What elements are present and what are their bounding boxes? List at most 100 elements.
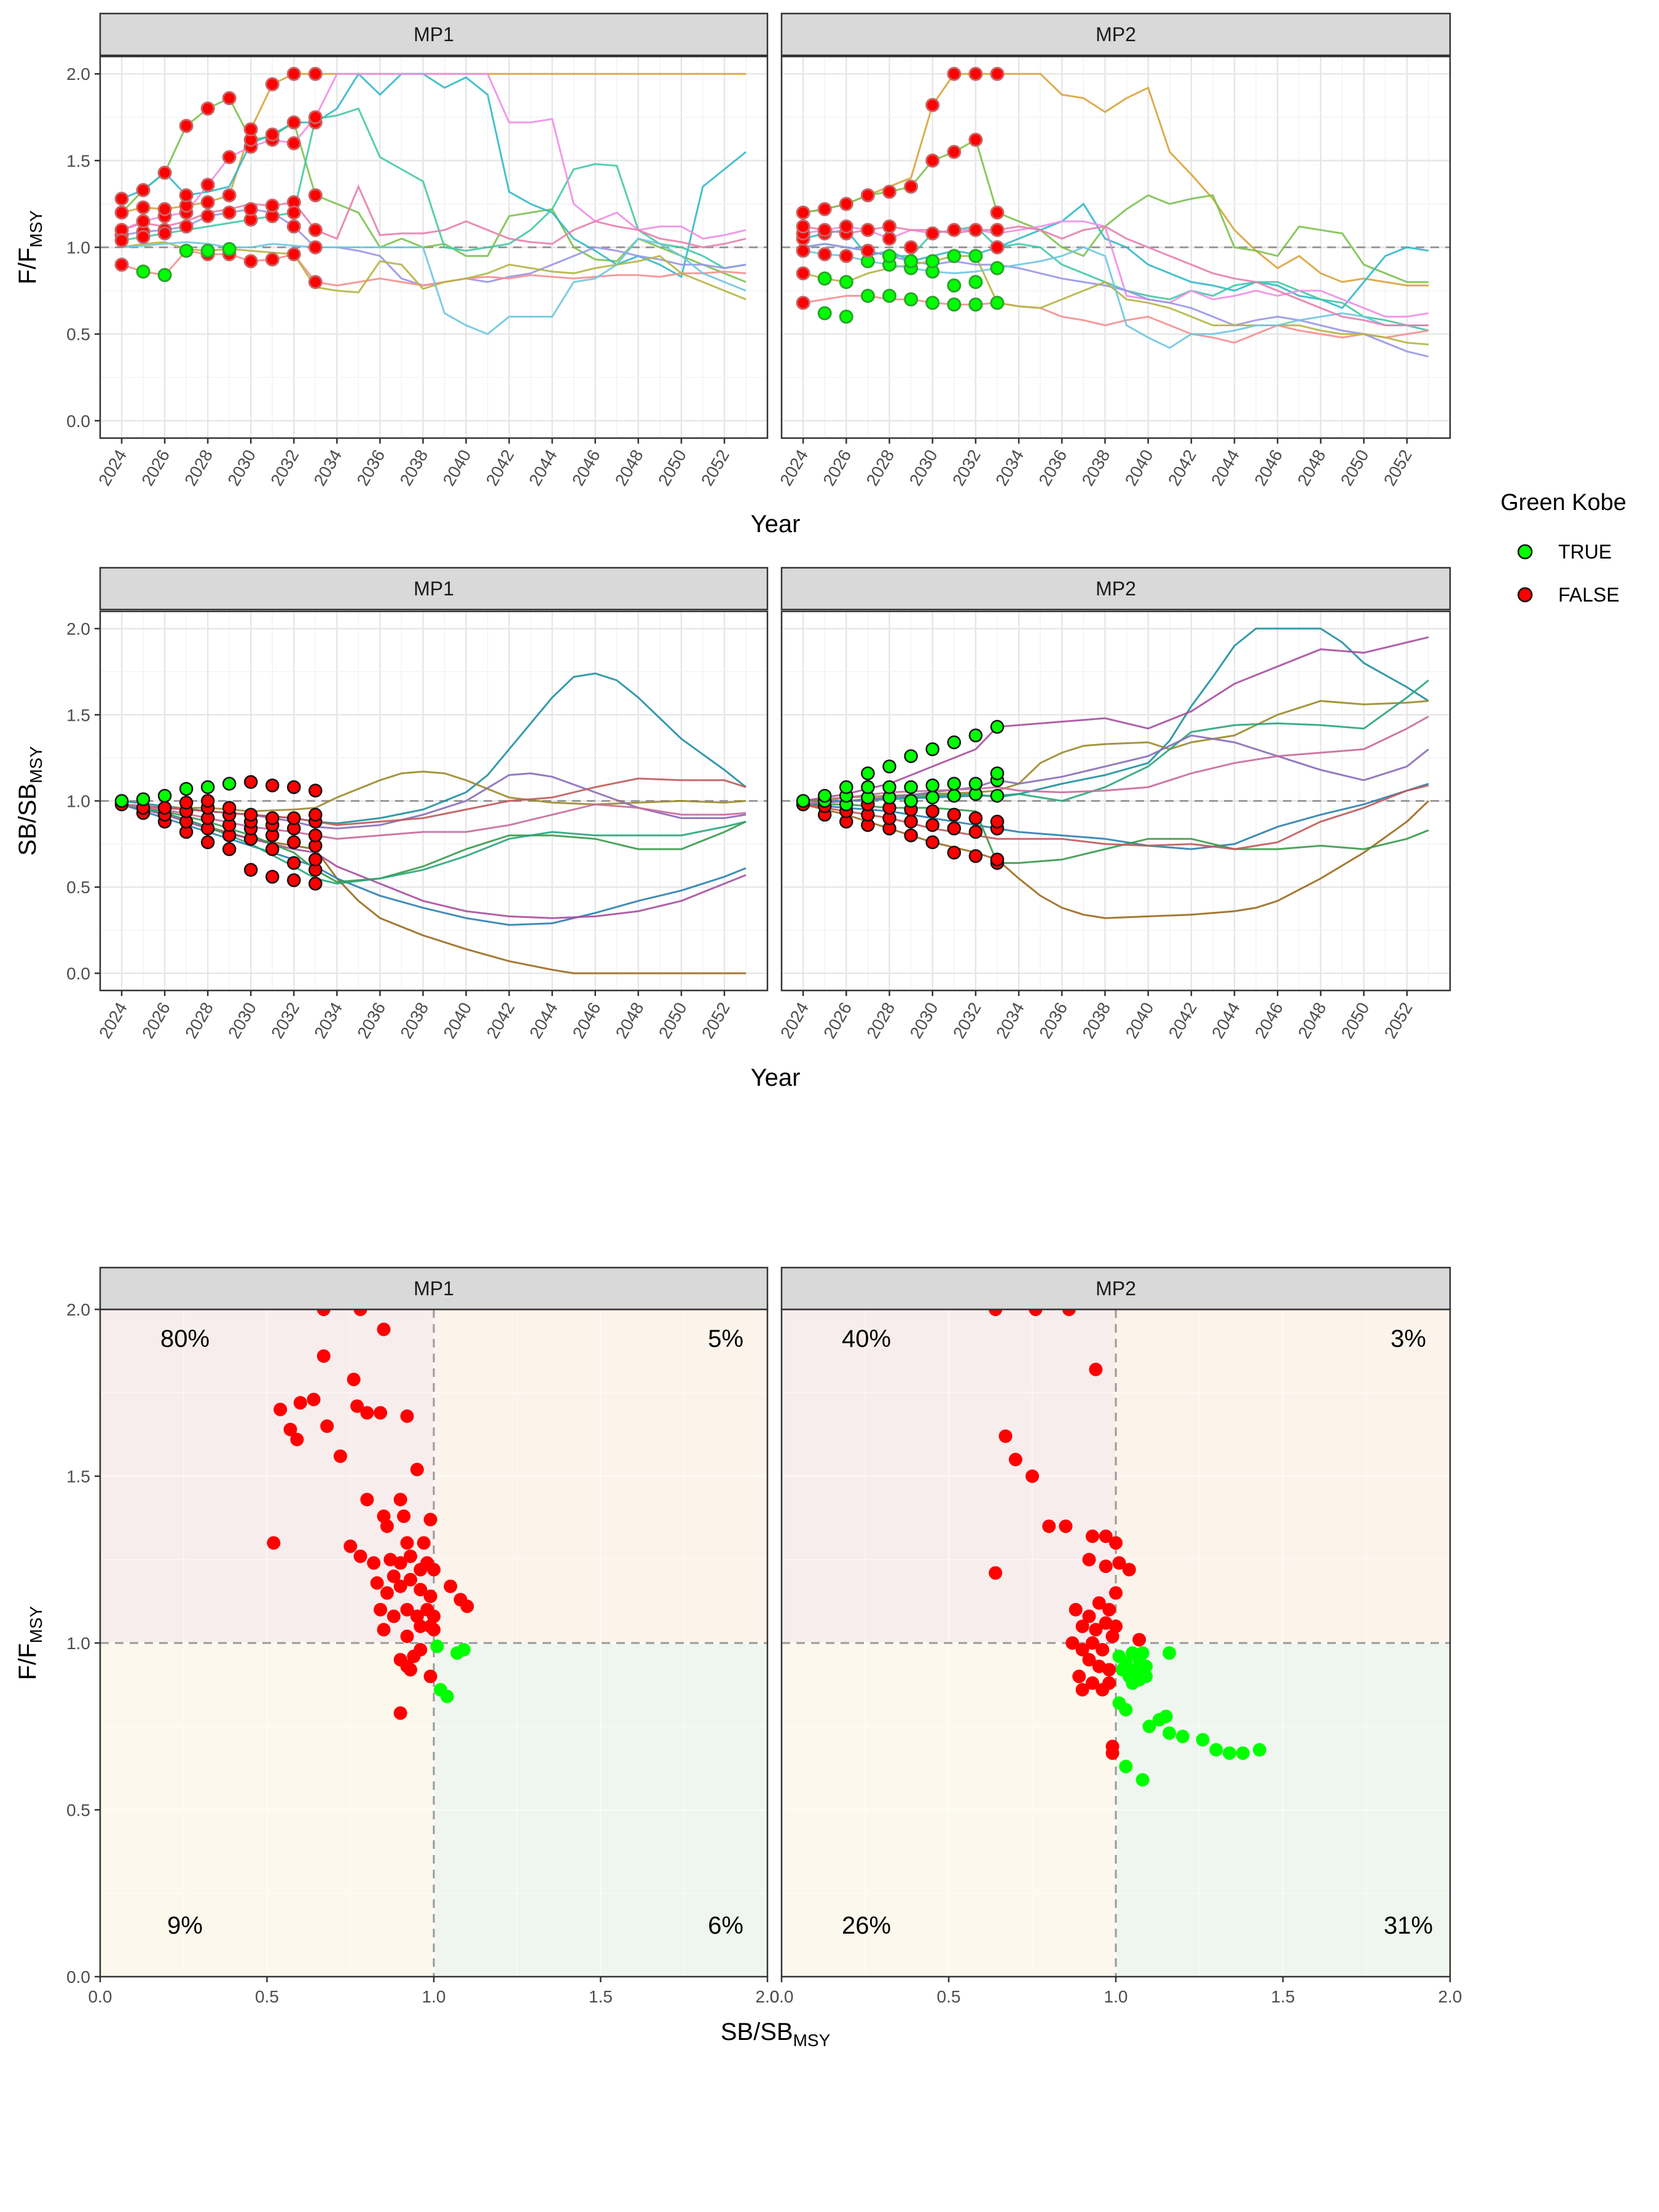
kobe-point-red (360, 1406, 374, 1420)
legend-key-false (1517, 587, 1533, 603)
point-green-kobe (947, 735, 962, 750)
point-not-green (308, 852, 323, 867)
point-green-kobe (968, 297, 983, 312)
ts1-facet-mp2-strip-label: MP2 (1096, 578, 1136, 600)
x-tick-label: 2044 (526, 999, 562, 1041)
point-not-green (968, 811, 983, 825)
x-tick-label: 2038 (396, 446, 432, 488)
kobe-point-red (1082, 1653, 1096, 1667)
kobe-point-red (1122, 1563, 1136, 1577)
ts1-facet-mp2-strip: MP2 (780, 567, 1451, 611)
x-tick-label: 2.0 (1438, 1987, 1462, 2006)
kobe-point-red (1102, 1676, 1116, 1690)
point-not-green (968, 222, 983, 237)
x-tick-label: 2046 (1251, 999, 1287, 1041)
point-not-green (308, 275, 323, 289)
point-not-green (904, 814, 918, 829)
quadrant-label-top-right: 5% (708, 1325, 743, 1352)
kobe-point-red (347, 1373, 361, 1387)
kobe-point-red (1102, 1602, 1116, 1617)
kobe-point-green (1175, 1730, 1190, 1744)
x-tick-label: 2052 (697, 446, 733, 488)
point-not-green (990, 222, 1005, 237)
point-not-green (947, 822, 962, 836)
point-not-green (796, 243, 810, 258)
x-tick-label: 1.0 (1104, 1987, 1128, 2006)
kobe-point-red (397, 1509, 411, 1523)
kobe-y-axis-title: F/FMSY (14, 1606, 45, 1680)
point-green-kobe (990, 788, 1005, 803)
point-not-green (265, 869, 280, 884)
quadrant-label-bottom-right: 6% (708, 1912, 743, 1939)
point-not-green (222, 205, 237, 220)
kobe-point-red (360, 1492, 374, 1507)
point-green-kobe (136, 264, 151, 279)
quadrant-label-bottom-left: 9% (167, 1912, 203, 1939)
x-tick-label: 0.5 (937, 1987, 961, 2006)
point-green-kobe (882, 780, 896, 794)
kobe-point-green (1142, 1719, 1156, 1733)
point-not-green (114, 257, 129, 272)
point-not-green (265, 779, 280, 793)
point-green-kobe (860, 289, 875, 304)
point-not-green (925, 818, 939, 833)
x-tick-label: 2030 (906, 446, 941, 488)
point-not-green (308, 188, 323, 203)
kobe-point-red (350, 1399, 364, 1413)
point-not-green (136, 182, 151, 197)
x-tick-label: 2038 (396, 999, 432, 1041)
point-green-kobe (817, 271, 832, 286)
kobe-point-red (393, 1556, 407, 1570)
x-tick-label: 1.5 (1271, 1987, 1295, 2006)
point-not-green (157, 226, 172, 241)
kobe-point-red (1085, 1636, 1099, 1650)
x-tick-label: 2044 (1207, 446, 1243, 488)
y-tick-label: 1.5 (66, 1467, 90, 1486)
point-not-green (990, 205, 1005, 220)
point-green-kobe (968, 728, 983, 743)
point-green-kobe (968, 249, 983, 264)
kobe-point-red (316, 1349, 331, 1363)
x-tick-label: 2.0 (756, 1987, 780, 2006)
x-tick-label: 2052 (1381, 999, 1416, 1041)
kobe-point-red (460, 1599, 474, 1614)
series-line-4 (121, 803, 747, 926)
point-not-green (817, 247, 832, 262)
point-not-green (222, 188, 237, 203)
kobe-point-red (393, 1492, 407, 1507)
point-green-kobe (947, 788, 962, 803)
point-not-green (839, 197, 853, 211)
kobe-point-red (353, 1549, 367, 1563)
kobe-point-red (1109, 1536, 1123, 1550)
ts0-facet-mp1-strip-bg (99, 12, 769, 57)
kobe-point-red (380, 1519, 394, 1533)
kobe-point-red (267, 1536, 281, 1550)
point-not-green (286, 66, 301, 81)
point-green-kobe (817, 788, 832, 803)
kobe-point-green (1139, 1669, 1153, 1684)
series-line-1 (802, 73, 1429, 287)
kobe-point-red (1075, 1642, 1089, 1657)
point-not-green (968, 66, 983, 81)
x-tick-label: 2028 (181, 999, 217, 1041)
point-not-green (990, 814, 1005, 829)
kobe-point-green (1196, 1733, 1210, 1747)
x-tick-label: 2034 (310, 999, 346, 1041)
point-not-green (882, 219, 896, 234)
point-not-green (860, 222, 875, 237)
x-tick-label: 2044 (1208, 999, 1244, 1041)
point-not-green (136, 200, 151, 215)
point-not-green (287, 873, 301, 887)
x-tick-label: 2042 (482, 446, 518, 488)
point-not-green (179, 188, 194, 203)
point-not-green (243, 202, 258, 216)
x-tick-label: 2026 (138, 999, 174, 1041)
point-not-green (265, 811, 280, 825)
point-not-green (990, 240, 1005, 254)
kobe-point-green (1119, 1759, 1133, 1773)
x-tick-label: 2040 (1122, 999, 1158, 1041)
x-tick-label: 2040 (1121, 446, 1157, 488)
kobe-point-red (377, 1623, 391, 1637)
point-green-kobe (817, 306, 832, 321)
kobe-point-red (1085, 1529, 1099, 1543)
